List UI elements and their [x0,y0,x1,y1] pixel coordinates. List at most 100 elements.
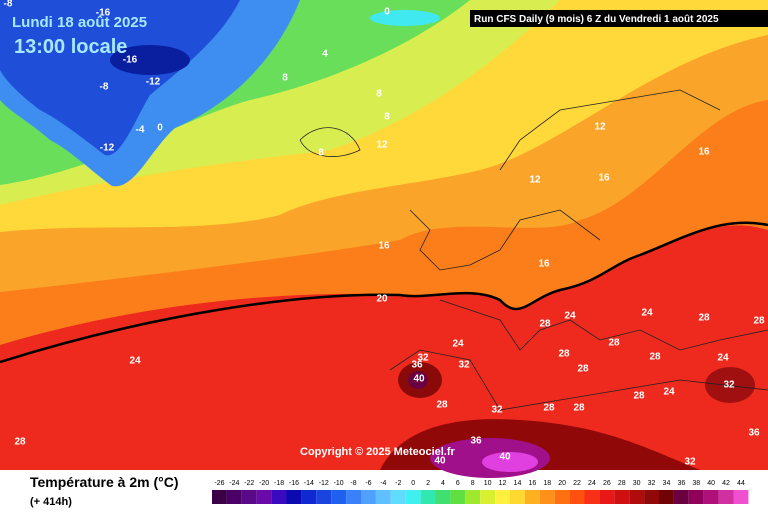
color-swatch [212,490,227,504]
contour-label: 36 [470,436,482,447]
contour-label: 0 [384,7,390,18]
map-labels: -8 -16 -16 -8 -12 -4 0 -12 0 4 8 8 8 8 12 12 16 12 16 16 16 2… [4,0,765,468]
contour-label: 24 [564,311,576,322]
legend-tick-label: 34 [663,480,671,487]
contour-label: 28 [14,437,26,448]
contour-label: 16 [598,173,610,184]
color-swatch [644,490,659,504]
legend-tick-label: -16 [289,480,299,487]
legend-tick-label: -12 [319,480,329,487]
contour-label: 28 [698,313,710,324]
zone [0,0,240,156]
contour-label: 28 [573,403,585,414]
colorbar: -26 -24 -22 -20 -18 -16 -14 -12 -10 -8 -6 -4 -2 0 2 4 6 8… [212,480,749,504]
color-swatch [539,490,555,504]
color-swatch [375,490,391,504]
zone [110,45,190,75]
contour-label: -4 [136,125,145,136]
contour-label: 12 [529,175,541,186]
legend-tick-label: 0 [411,480,415,487]
legend-tick-label: -14 [304,480,314,487]
contour-label: 0 [157,123,163,134]
contour-label: 32 [458,360,470,371]
color-swatch [480,490,496,504]
color-swatch [718,490,734,504]
color-swatch [361,490,376,504]
contour-label: 8 [384,112,390,123]
contour-label: 40 [499,452,511,463]
contour-label: 28 [633,391,645,402]
contour-label: 16 [378,241,390,252]
legend-tick-label: -6 [365,480,371,487]
color-swatch [435,490,451,504]
run-box [470,10,768,27]
color-swatch [733,490,749,504]
contour-label: 36 [411,360,423,371]
color-swatch [390,490,406,504]
color-swatch [629,490,645,504]
contour-label: 12 [594,122,606,133]
color-swatch [584,490,600,504]
legend-tick-label: 12 [499,480,507,487]
contour-label: 4 [322,49,328,60]
color-swatch [599,490,615,504]
legend-tick-label: -4 [380,480,386,487]
legend-tick-label: -2 [395,480,401,487]
contour-line [0,221,768,364]
contour-label: -12 [146,77,161,88]
legend-tick-label: 22 [573,480,581,487]
color-swatch [226,490,242,504]
legend-tick-label: -24 [229,480,239,487]
zone [482,452,538,472]
contour-label: 20 [376,294,388,305]
color-swatch [301,490,317,504]
color-swatch [614,490,630,504]
contour-label: 12 [376,140,388,151]
contour-label: -12 [100,143,115,154]
legend-tick-label: 18 [543,480,551,487]
contour-label: 32 [723,380,735,391]
legend-tick-label: 24 [588,480,596,487]
color-swatch [331,490,347,504]
contour-label: 24 [129,356,141,367]
legend-tick-label: 16 [528,480,536,487]
legend-tick-label: 40 [707,480,715,487]
color-swatch [703,490,719,504]
contour-label: 16 [698,147,710,158]
zone [705,367,755,403]
color-swatch [316,490,332,504]
legend-tick-label: 36 [677,480,685,487]
color-swatch [271,490,287,504]
contour-label: 28 [608,338,620,349]
color-swatch [569,490,585,504]
time: 13:00 locale [14,36,127,58]
contour-label: 24 [717,353,729,364]
contour-label: 40 [413,374,425,385]
legend-tick-label: 6 [456,480,460,487]
legend-tick-label: -8 [350,480,356,487]
color-swatch [659,490,674,504]
copyright: Copyright © 2025 Meteociel.fr [300,446,456,458]
contour-label: 28 [649,352,661,363]
legend-tick-label: 42 [722,480,730,487]
legend-tick-label: -18 [274,480,284,487]
legend-tick-label: 14 [514,480,522,487]
legend-tick-label: 26 [603,480,611,487]
color-swatch [241,490,257,504]
color-swatch [286,490,302,504]
legend-tick-label: -22 [244,480,254,487]
contour-label: 8 [376,89,382,100]
legend-tick-label: 20 [558,480,566,487]
legend-tick-label: -26 [214,480,224,487]
legend-tick-label: 2 [426,480,430,487]
legend-tick-label: -20 [259,480,269,487]
contour-label: 8 [318,148,324,159]
legend-tick-label: 30 [633,480,641,487]
legend-tick-label: 28 [618,480,626,487]
color-swatch [673,490,689,504]
legend-tick-label: 4 [441,480,445,487]
legend-tick-label: 8 [471,480,475,487]
zone [370,10,440,26]
contour-label: 8 [282,73,288,84]
